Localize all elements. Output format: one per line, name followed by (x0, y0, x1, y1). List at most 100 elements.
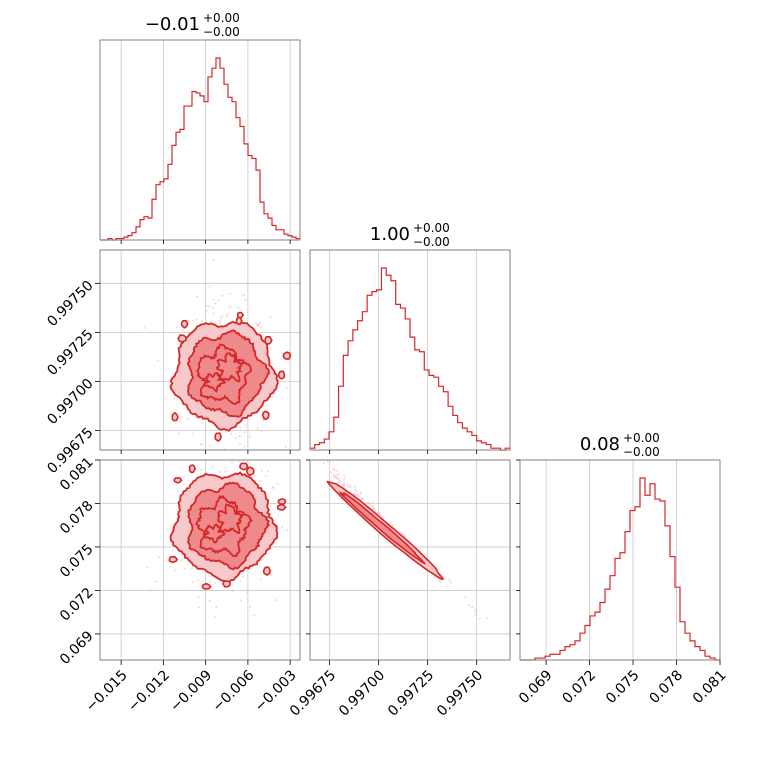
sample-point (234, 436, 237, 439)
x-tick-label: −0.012 (125, 667, 173, 715)
param-title-0: −0.01 (145, 14, 200, 35)
sample-point (241, 294, 244, 297)
sample-point (184, 567, 187, 570)
sample-point (468, 604, 471, 607)
panel-frame (309, 249, 511, 451)
panel-2-2 (519, 459, 721, 661)
contour-island (239, 462, 249, 471)
panel-1-1 (309, 249, 511, 451)
sample-point (342, 483, 345, 486)
sample-point (353, 485, 356, 488)
sample-point (335, 470, 338, 473)
sample-point (286, 529, 289, 532)
sample-point (216, 457, 218, 459)
param-title-lower-1: −0.00 (413, 235, 450, 249)
panel-background (310, 250, 510, 450)
sample-point (253, 474, 256, 477)
contour-island (277, 370, 286, 380)
contour-island (245, 466, 255, 476)
sample-point (334, 476, 337, 479)
x-tick-label: 0.081 (690, 667, 730, 707)
sample-point (474, 613, 477, 616)
y-tick-label: 0.069 (57, 628, 97, 668)
sample-point (276, 483, 279, 486)
sample-point (400, 532, 403, 535)
sample-point (196, 295, 199, 298)
sample-point (438, 568, 441, 571)
contour-mid (186, 481, 271, 571)
contour-island (236, 311, 245, 319)
x-tick-label: 0.99750 (434, 667, 486, 719)
sample-point (221, 294, 224, 297)
contour-island (222, 579, 231, 588)
contour-inner (338, 490, 426, 565)
sample-point (258, 480, 261, 483)
sample-point (243, 445, 246, 448)
sample-point (448, 578, 451, 581)
sample-point (223, 466, 226, 469)
contour-island (235, 316, 243, 325)
sample-point (224, 430, 227, 433)
param-title-upper-0: +0.00 (203, 11, 240, 25)
sample-point (212, 298, 215, 301)
x-tick-label: −0.006 (210, 667, 258, 715)
sample-point (199, 443, 202, 446)
panel-content (145, 451, 289, 619)
sample-point (335, 473, 338, 476)
sample-point (353, 488, 356, 491)
panel-frame (519, 459, 721, 661)
x-tick-label: 0.072 (560, 667, 600, 707)
sample-point (219, 470, 222, 473)
contour-island (262, 566, 271, 576)
sample-point (208, 599, 211, 602)
sample-point (367, 502, 370, 505)
sample-point (349, 490, 352, 493)
sample-point (249, 435, 252, 438)
sample-point (245, 452, 247, 454)
sample-point (256, 323, 259, 326)
contour-island (171, 411, 179, 422)
sample-point (242, 575, 245, 578)
sample-point (377, 511, 380, 514)
sample-point (446, 584, 449, 587)
sample-point (229, 292, 232, 295)
sample-point (149, 589, 152, 592)
sample-point (355, 494, 358, 497)
y-tick-label: 0.99750 (44, 278, 96, 330)
sample-point (474, 608, 477, 611)
sample-point (359, 492, 362, 495)
sample-point (259, 321, 262, 324)
sample-point (349, 486, 352, 489)
contour-island (282, 351, 292, 360)
sample-point (402, 533, 405, 536)
sample-point (360, 497, 363, 500)
sample-point (180, 559, 183, 562)
panel-frame (99, 459, 301, 661)
sample-point (171, 549, 174, 552)
sample-point (347, 485, 350, 488)
sample-point (209, 444, 212, 447)
sample-point (379, 514, 382, 517)
sample-point (285, 445, 288, 448)
sample-point (209, 574, 212, 577)
sample-point (449, 581, 452, 584)
sample-point (209, 580, 212, 583)
sample-point (229, 451, 231, 453)
contour-core (217, 503, 245, 535)
x-tick-label: 0.078 (646, 667, 686, 707)
sample-point (229, 305, 232, 308)
sample-point (244, 424, 247, 427)
sample-point (346, 483, 349, 486)
sample-point (195, 416, 198, 419)
histogram-line-2 (520, 477, 720, 661)
panel-frame (309, 459, 511, 661)
sample-point (212, 312, 215, 315)
sample-point (332, 475, 335, 478)
sample-point (355, 490, 358, 493)
sample-point (204, 419, 207, 422)
sample-point (265, 474, 267, 477)
x-tick-label: −0.009 (167, 667, 215, 715)
sample-point (362, 498, 365, 500)
contour-core (202, 371, 226, 393)
sample-point (338, 480, 341, 483)
